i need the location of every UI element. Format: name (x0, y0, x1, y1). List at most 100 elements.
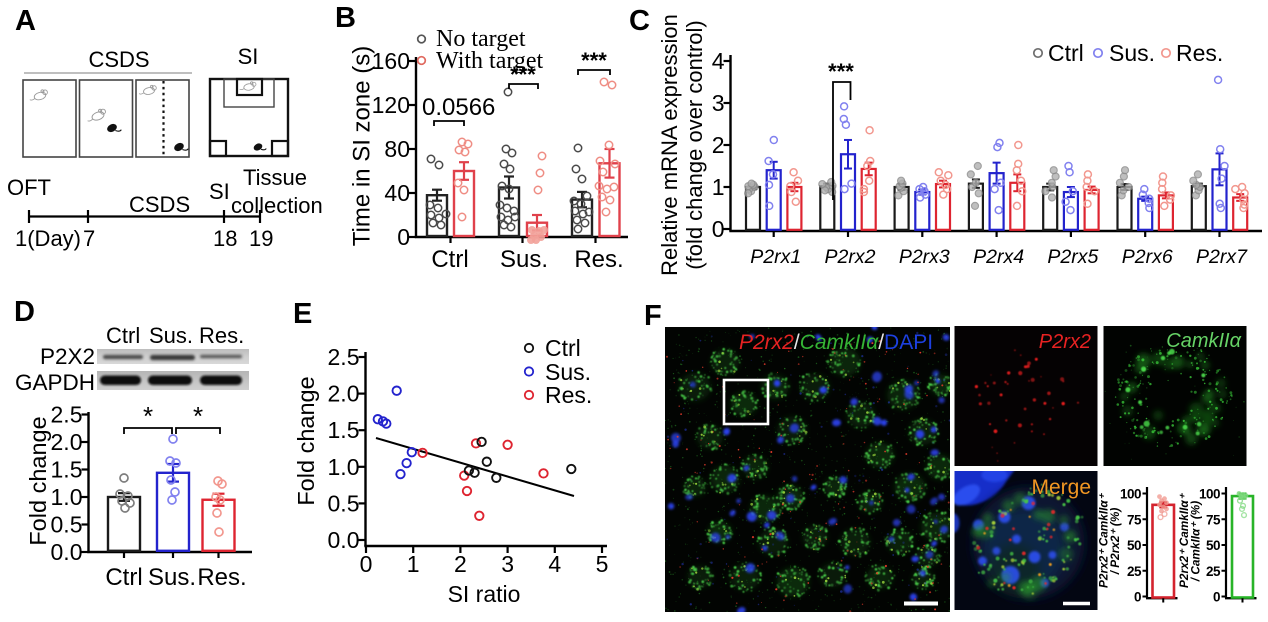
svg-text:Sus.: Sus. (149, 323, 193, 348)
svg-text:P2rx7: P2rx7 (1196, 246, 1248, 268)
svg-text:0: 0 (397, 224, 410, 250)
svg-text:Ctrl: Ctrl (545, 335, 581, 361)
svg-text:50: 50 (1206, 538, 1220, 553)
svg-text:Fold change: Fold change (293, 376, 319, 505)
svg-text:Res.: Res. (545, 382, 592, 408)
svg-text:Ctrl: Ctrl (1048, 40, 1084, 66)
svg-text:120: 120 (372, 92, 410, 118)
svg-text:With target: With target (436, 48, 544, 74)
svg-text:SI ratio: SI ratio (448, 581, 521, 607)
svg-text:0.5: 0.5 (328, 490, 360, 516)
svg-text:***: *** (510, 62, 536, 87)
svg-text:3: 3 (501, 551, 514, 577)
svg-text:Time in SI zone (s): Time in SI zone (s) (349, 46, 376, 247)
svg-text:0.0: 0.0 (328, 527, 360, 553)
svg-text:40: 40 (384, 180, 410, 206)
svg-text:P2rx2⁺ CamkIIα⁺: P2rx2⁺ CamkIIα⁺ (1097, 492, 1111, 588)
svg-text:75: 75 (1127, 512, 1142, 527)
svg-text:2: 2 (712, 132, 725, 158)
svg-text:0: 0 (1134, 590, 1141, 605)
svg-text:*: * (193, 401, 203, 431)
svg-text:D: D (14, 296, 35, 328)
svg-text:P2rx5: P2rx5 (1047, 246, 1098, 268)
svg-text:2.5: 2.5 (328, 344, 360, 370)
svg-text:2: 2 (454, 551, 467, 577)
svg-text:3: 3 (712, 90, 725, 116)
svg-text:Ctrl: Ctrl (105, 564, 142, 591)
svg-text:4: 4 (712, 48, 725, 74)
svg-text:25: 25 (1206, 564, 1221, 579)
svg-text:4: 4 (548, 551, 561, 577)
svg-text:Ctrl: Ctrl (431, 246, 468, 273)
svg-text:2.5: 2.5 (51, 402, 83, 428)
svg-text:1(Day): 1(Day) (15, 226, 81, 251)
svg-text:50: 50 (1127, 538, 1141, 553)
svg-text:CamkIIα: CamkIIα (1166, 330, 1241, 352)
svg-text:P2rx6: P2rx6 (1122, 246, 1173, 268)
svg-text:P2rx2: P2rx2 (1039, 331, 1091, 353)
svg-text:1.0: 1.0 (51, 484, 83, 510)
svg-text:(fold change over control): (fold change over control) (682, 20, 707, 269)
svg-text:80: 80 (384, 136, 410, 162)
svg-text:1: 1 (407, 551, 420, 577)
svg-text:100: 100 (1120, 487, 1141, 502)
svg-text:1.5: 1.5 (328, 417, 360, 443)
svg-text:1: 1 (712, 174, 725, 200)
svg-text:2.0: 2.0 (328, 381, 360, 407)
svg-text:CSDS: CSDS (88, 47, 149, 72)
svg-text:Merge: Merge (1031, 476, 1091, 499)
svg-text:P2rx2⁺ CamkIIα⁺: P2rx2⁺ CamkIIα⁺ (1177, 492, 1191, 588)
svg-text:Fold change: Fold change (25, 416, 51, 545)
svg-text:75: 75 (1206, 512, 1221, 527)
svg-text:C: C (629, 5, 650, 37)
svg-text:CSDS: CSDS (129, 192, 190, 217)
svg-text:P2rx2/CamkIIα/DAPI: P2rx2/CamkIIα/DAPI (739, 331, 933, 354)
svg-text:7: 7 (83, 226, 95, 251)
svg-text:SI: SI (238, 44, 259, 69)
svg-text:P2rx1: P2rx1 (750, 246, 801, 268)
svg-text:/ P2rx2⁺ (%): / P2rx2⁺ (%) (1108, 508, 1122, 576)
svg-text:Sus.: Sus. (545, 359, 591, 385)
svg-text:18: 18 (213, 226, 237, 251)
svg-text:Res.: Res. (197, 564, 246, 591)
svg-text:***: *** (828, 59, 854, 84)
svg-text:0: 0 (1213, 590, 1220, 605)
svg-text:2.0: 2.0 (51, 429, 83, 455)
svg-text:Res.: Res. (199, 323, 244, 348)
svg-text:P2rx2: P2rx2 (825, 246, 876, 268)
svg-text:1.5: 1.5 (51, 457, 83, 483)
svg-text:Sus.: Sus. (1109, 40, 1155, 66)
svg-text:0: 0 (712, 216, 725, 242)
svg-text:25: 25 (1127, 564, 1142, 579)
svg-text:GAPDH: GAPDH (15, 370, 95, 395)
svg-text:0.0566: 0.0566 (422, 94, 495, 121)
svg-text:5: 5 (596, 551, 609, 577)
svg-text:collection: collection (231, 193, 323, 218)
svg-text:***: *** (581, 48, 607, 73)
svg-text:No target: No target (436, 26, 526, 52)
svg-text:1.0: 1.0 (328, 454, 360, 480)
svg-text:0: 0 (360, 551, 373, 577)
svg-text:P2rx4: P2rx4 (973, 246, 1024, 268)
svg-text:OFT: OFT (7, 175, 51, 200)
svg-text:0.5: 0.5 (51, 512, 83, 538)
svg-text:100: 100 (1199, 487, 1220, 502)
svg-text:Res.: Res. (574, 246, 623, 273)
svg-text:B: B (335, 2, 356, 34)
svg-text:P2X2: P2X2 (40, 344, 95, 369)
svg-text:F: F (644, 300, 662, 332)
svg-text:19: 19 (249, 226, 273, 251)
svg-text:160: 160 (372, 48, 410, 74)
svg-text:Tissue: Tissue (243, 165, 307, 190)
svg-text:SI: SI (209, 179, 230, 204)
svg-text:A: A (15, 5, 36, 37)
svg-text:E: E (293, 298, 312, 330)
svg-text:/ CamkIIα⁺ (%): / CamkIIα⁺ (%) (1189, 501, 1203, 582)
svg-text:Res.: Res. (1176, 40, 1223, 66)
svg-text:Relative mRNA expression: Relative mRNA expression (657, 14, 682, 276)
svg-text:*: * (143, 401, 153, 431)
svg-text:Sus.: Sus. (148, 564, 196, 591)
svg-text:Sus.: Sus. (500, 246, 548, 273)
svg-text:0.0: 0.0 (51, 539, 83, 565)
svg-text:P2rx3: P2rx3 (899, 246, 950, 268)
